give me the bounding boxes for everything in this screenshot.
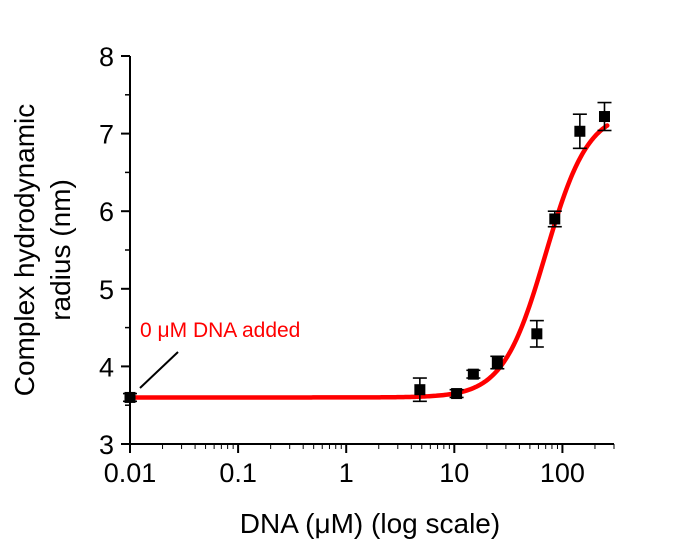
data-point [547, 210, 562, 228]
x-tick-label: 0.01 [104, 458, 157, 488]
plot-area: 3 4 5 6 7 8 0.01 0.1 1 10 100 [99, 42, 615, 488]
data-marker [414, 384, 426, 396]
annotation-pointer [139, 351, 179, 389]
y-tick-label: 4 [99, 352, 114, 382]
data-marker [598, 111, 610, 123]
data-point [572, 113, 587, 150]
x-axis-title: DNA (μM) (log scale) [240, 508, 500, 539]
fit-curve [127, 123, 610, 400]
y-tick-label: 5 [99, 275, 114, 305]
data-point [123, 391, 137, 403]
x-tick-label: 0.1 [219, 458, 257, 488]
data-marker [574, 125, 586, 137]
data-point [529, 319, 544, 348]
y-axis-title-line-1: Complex hydrodynamic [9, 104, 40, 397]
x-tick-label: 1 [339, 458, 354, 488]
data-marker [451, 388, 463, 400]
data-marker [124, 391, 136, 403]
data-marker [531, 328, 543, 340]
data-point [490, 355, 505, 370]
data-point [412, 377, 427, 403]
y-axis-title-line-2: radius (nm) [45, 179, 76, 321]
y-tick-label: 3 [99, 430, 114, 460]
data-point [466, 368, 481, 380]
annotation-label: 0 μM DNA added [140, 319, 300, 342]
data-point [597, 101, 612, 132]
y-tick-label: 6 [99, 197, 114, 227]
y-tick-label: 8 [99, 42, 114, 72]
y-tick-label: 7 [99, 120, 114, 150]
data-marker [549, 213, 561, 225]
data-point [449, 388, 464, 400]
x-tick-label: 10 [439, 458, 469, 488]
x-tick-label: 100 [540, 458, 585, 488]
data-marker [467, 368, 479, 380]
data-marker [491, 357, 503, 369]
